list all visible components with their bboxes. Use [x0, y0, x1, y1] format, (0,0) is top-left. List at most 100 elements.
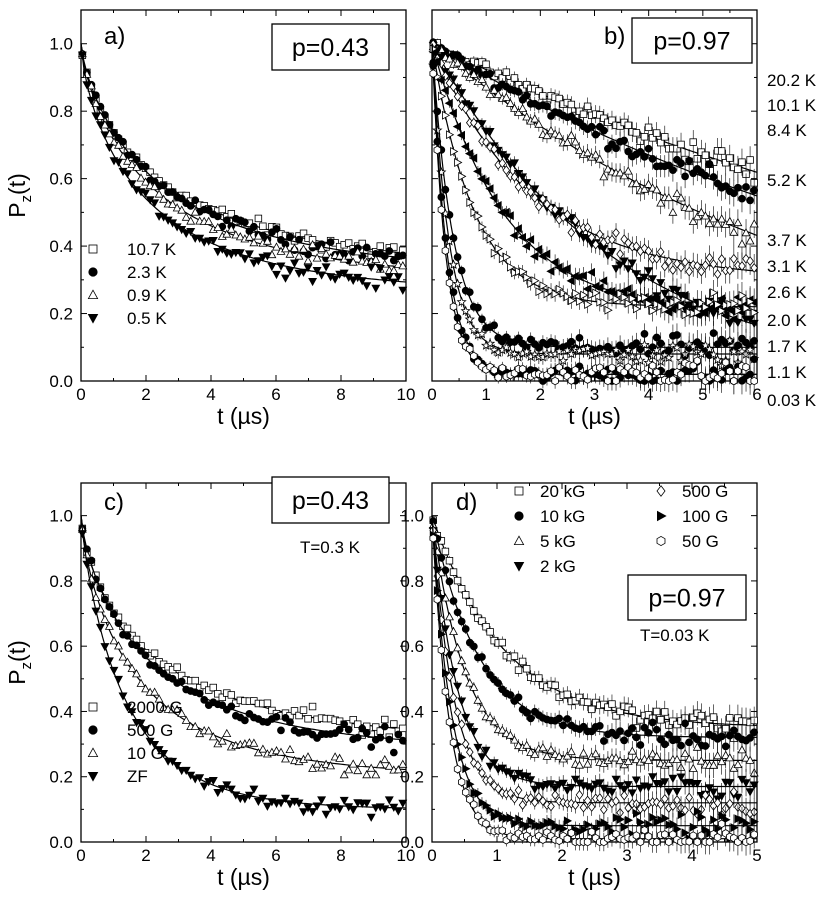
data-point — [632, 129, 641, 137]
data-point — [485, 184, 494, 194]
data-point — [530, 185, 540, 194]
data-point — [308, 277, 318, 287]
data-point — [493, 201, 502, 210]
data-point — [599, 172, 609, 181]
data-point — [109, 666, 119, 676]
data-point — [398, 736, 407, 745]
data-point — [559, 824, 569, 834]
data-point — [725, 265, 734, 276]
data-point — [466, 198, 475, 207]
data-point — [449, 75, 458, 84]
data-point — [628, 706, 636, 714]
data-point — [588, 290, 597, 299]
data-point — [635, 355, 646, 365]
data-point — [677, 741, 685, 750]
data-point — [312, 759, 322, 768]
data-point — [701, 260, 710, 271]
data-point — [159, 702, 169, 711]
data-point — [742, 303, 751, 313]
data-point — [659, 350, 670, 360]
data-point — [461, 739, 470, 749]
data-point — [640, 152, 649, 161]
data-point — [669, 819, 678, 829]
x-tick-label: 5 — [752, 846, 761, 865]
data-point — [478, 617, 486, 625]
data-point — [445, 671, 454, 682]
data-point — [596, 297, 605, 307]
data-point — [729, 314, 738, 324]
data-point — [746, 825, 755, 834]
y-axis-label: Pz(t) — [4, 640, 35, 685]
data-point — [353, 733, 362, 742]
data-point — [381, 715, 389, 724]
data-point — [685, 738, 694, 747]
data-point — [393, 807, 403, 816]
data-point — [303, 804, 313, 813]
data-point — [677, 301, 686, 311]
data-point — [612, 796, 620, 807]
data-point — [657, 815, 666, 825]
data-point — [457, 777, 466, 787]
series-500-G — [429, 515, 759, 828]
data-point — [485, 762, 495, 771]
data-point — [523, 822, 532, 831]
data-point — [525, 235, 535, 244]
data-point — [570, 137, 580, 146]
data-point — [168, 219, 178, 228]
data-point — [249, 238, 259, 247]
data-point — [610, 344, 622, 355]
data-point — [734, 165, 742, 174]
data-point — [286, 233, 294, 241]
data-point — [505, 730, 515, 739]
data-point — [445, 556, 454, 565]
data-point — [745, 315, 755, 324]
data-point — [469, 107, 479, 116]
data-point — [688, 763, 698, 772]
data-point — [154, 746, 164, 755]
legend-label: 8.4 K — [767, 121, 807, 140]
data-point — [595, 779, 605, 788]
data-point — [366, 763, 376, 772]
data-point — [104, 657, 114, 666]
data-point — [227, 210, 236, 218]
data-point — [498, 638, 506, 647]
data-point — [213, 247, 223, 257]
data-point — [620, 292, 629, 302]
data-point — [348, 759, 358, 768]
data-point — [460, 305, 471, 316]
annotation-box — [627, 574, 747, 621]
data-point — [489, 85, 499, 94]
x-tick-label: 2 — [141, 385, 150, 404]
data-point — [389, 748, 398, 757]
data-point — [286, 718, 294, 726]
data-point — [672, 188, 682, 198]
data-point — [371, 284, 381, 293]
data-point — [429, 69, 437, 78]
data-point — [339, 770, 349, 779]
data-point — [680, 748, 690, 757]
legend-label: 20.2 K — [767, 71, 817, 90]
data-point — [640, 243, 649, 254]
data-point — [535, 87, 543, 95]
data-point — [481, 82, 491, 91]
panel-b: 0 1 2 3 4 5 6 t (µs) b) p=0.97 20.2 K 10.1 K 8.4 K 5.… — [427, 9, 817, 429]
data-point — [648, 275, 658, 284]
data-point — [588, 827, 596, 837]
data-point — [398, 251, 407, 260]
data-point — [502, 252, 512, 262]
series-0.03-K — [429, 43, 758, 395]
data-point — [481, 746, 491, 755]
data-point — [555, 94, 563, 103]
data-point — [700, 211, 710, 220]
data-point — [623, 284, 632, 294]
data-point — [469, 69, 479, 78]
data-point — [208, 732, 218, 741]
data-point — [551, 681, 559, 690]
data-point — [717, 732, 726, 741]
data-point — [692, 742, 702, 751]
data-point — [457, 719, 466, 730]
data-point — [449, 668, 458, 677]
data-point — [750, 817, 759, 827]
data-point — [710, 815, 719, 825]
x-tick-label: 8 — [336, 385, 345, 404]
